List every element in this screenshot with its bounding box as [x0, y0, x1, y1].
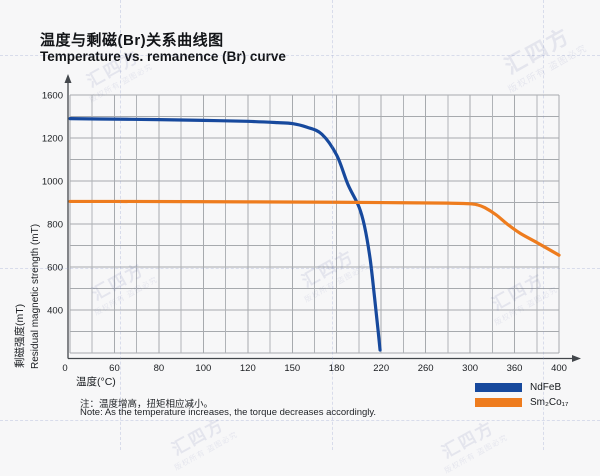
note-line-zh: 注：温度增高，扭矩相应减小。	[80, 399, 214, 410]
x-tick-label: 300	[462, 363, 478, 374]
chart-canvas: 0 60 80 100 120 150 180 220 260 300 360 400 400 600 80…	[42, 74, 581, 375]
x-tick-label: 220	[373, 363, 389, 374]
axes	[64, 74, 581, 362]
x-tick-label: 260	[418, 363, 434, 374]
x-tick-label: 400	[551, 363, 567, 374]
legend-swatch-sm2co17	[475, 398, 522, 407]
chart-title-en: Temperature vs. remanence (Br) curve	[40, 49, 286, 64]
chart-title-zh: 温度与剩磁(Br)关系曲线图	[40, 32, 224, 49]
legend: NdFeB Sm₂Co₁₇	[475, 381, 568, 411]
y-tick-label: 400	[47, 306, 63, 317]
y-tick-label: 600	[47, 263, 63, 274]
legend-swatch-ndfeb	[475, 383, 522, 392]
x-tick-label: 180	[329, 363, 345, 374]
y-tick-label: 1200	[42, 134, 63, 145]
y-tick-label: 1600	[42, 91, 63, 102]
legend-label-ndfeb: NdFeB	[530, 382, 562, 393]
legend-item-ndfeb: NdFeB	[475, 381, 568, 394]
x-tick-label: 60	[109, 363, 120, 374]
legend-item-sm2co17: Sm₂Co₁₇	[475, 396, 568, 409]
series-line-ndfeb	[68, 117, 382, 352]
x-tick-label: 150	[284, 363, 300, 374]
legend-label-sm2co17: Sm₂Co₁₇	[530, 397, 569, 408]
series-line-sm2co17	[68, 199, 561, 257]
y-tick-label: 800	[47, 220, 63, 231]
x-tick-label: 120	[240, 363, 256, 374]
note-line-en: Note: As the temperature increases, the …	[80, 407, 377, 418]
x-axis-title: 温度(°C)	[76, 376, 116, 388]
x-tick-label: 0	[62, 363, 67, 374]
y-axis-arrow-icon	[64, 74, 72, 83]
x-tick-label: 80	[154, 363, 165, 374]
tick-labels: 0 60 80 100 120 150 180 220 260 300 360 400 400 600 80…	[42, 91, 567, 375]
x-tick-label: 100	[195, 363, 211, 374]
x-tick-label: 360	[507, 363, 523, 374]
grid-layer	[69, 94, 560, 354]
x-axis-arrow-icon	[572, 355, 581, 362]
y-tick-label: 1000	[42, 177, 63, 188]
